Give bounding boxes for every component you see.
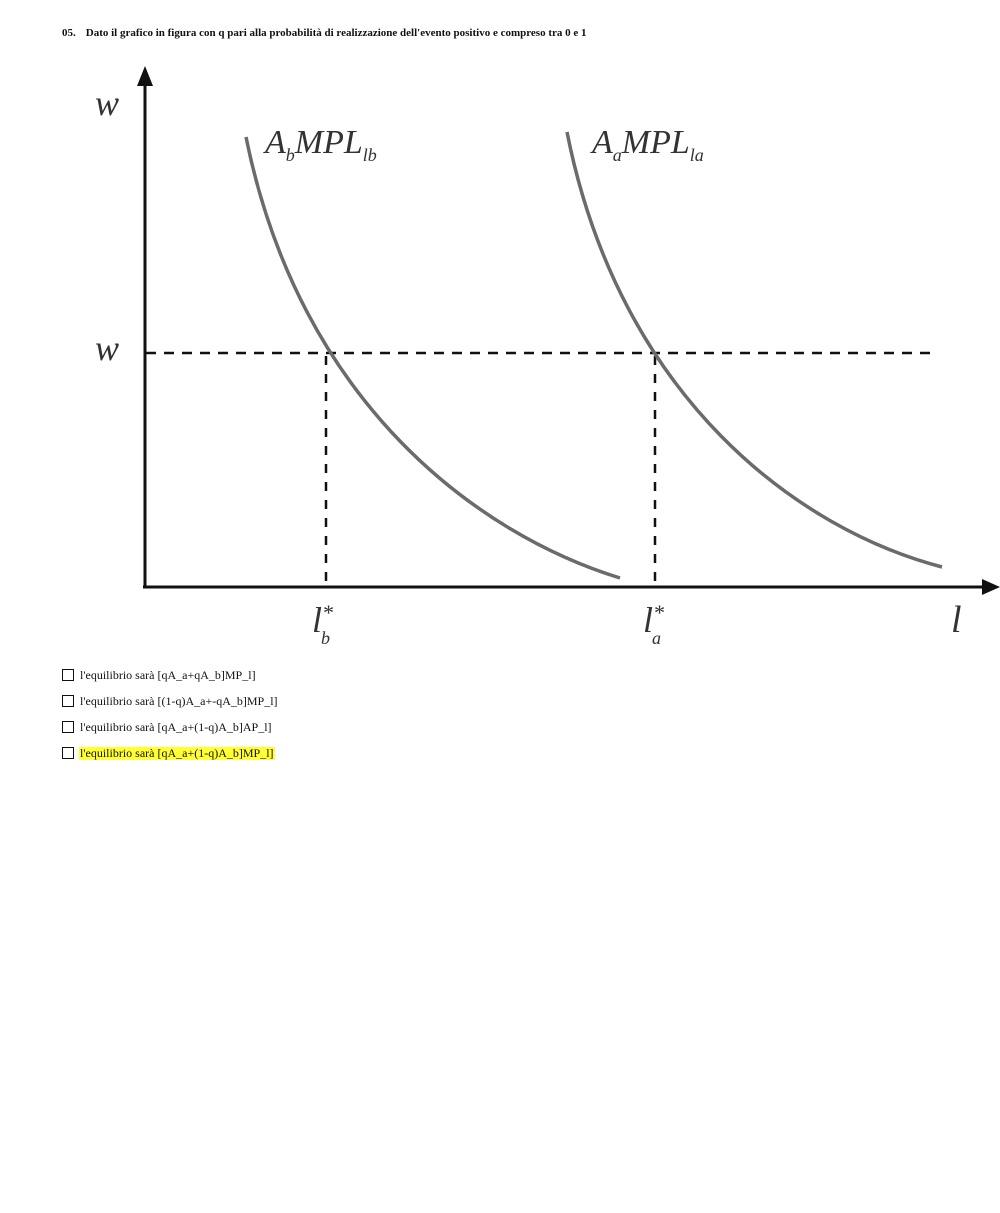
x-axis-label: l	[951, 599, 962, 641]
tick-la: l* a	[643, 600, 664, 648]
y-axis-arrow	[137, 66, 153, 86]
labor-demand-figure: w w l AbMPLlb AaMPLla l* b l* a	[0, 60, 1000, 660]
answer-option[interactable]: l'equilibrio sarà [qA_a+(1-q)A_b]AP_l]	[62, 721, 279, 747]
option-text: l'equilibrio sarà [(1-q)A_a+-qA_b]MP_l]	[80, 694, 278, 708]
x-axis-arrow	[982, 579, 1000, 595]
question-heading: 05. Dato il grafico in figura con q pari …	[62, 27, 587, 39]
option-text: l'equilibrio sarà [qA_a+(1-q)A_b]AP_l]	[80, 720, 272, 734]
curve-b-label: AbMPLlb	[263, 124, 377, 165]
curve-b	[244, 136, 621, 580]
answer-option-highlighted[interactable]: l'equilibrio sarà [qA_a+(1-q)A_b]MP_l]	[62, 747, 279, 773]
figure-svg: w w l AbMPLlb AaMPLla l* b l* a	[95, 66, 1000, 648]
answer-option[interactable]: l'equilibrio sarà [(1-q)A_a+-qA_b]MP_l]	[62, 695, 279, 721]
answer-option[interactable]: l'equilibrio sarà [qA_a+qA_b]MP_l]	[62, 669, 279, 695]
curve-a	[565, 131, 943, 569]
option-text: l'equilibrio sarà [qA_a+qA_b]MP_l]	[80, 668, 256, 682]
question-text: Dato il grafico in figura con q pari all…	[85, 27, 587, 39]
option-checkbox[interactable]	[62, 695, 74, 707]
curve-a-label: AaMPLla	[590, 124, 704, 165]
option-checkbox[interactable]	[62, 721, 74, 733]
question-number: 05.	[62, 27, 76, 39]
y-axis-label: w	[95, 83, 119, 123]
wage-level-label: w	[95, 328, 119, 368]
option-checkbox[interactable]	[62, 747, 74, 759]
option-checkbox[interactable]	[62, 669, 74, 681]
tick-lb: l* b	[312, 600, 333, 648]
answer-options: l'equilibrio sarà [qA_a+qA_b]MP_l] l'equ…	[62, 669, 279, 773]
option-text-highlighted: l'equilibrio sarà [qA_a+(1-q)A_b]MP_l]	[79, 746, 275, 760]
